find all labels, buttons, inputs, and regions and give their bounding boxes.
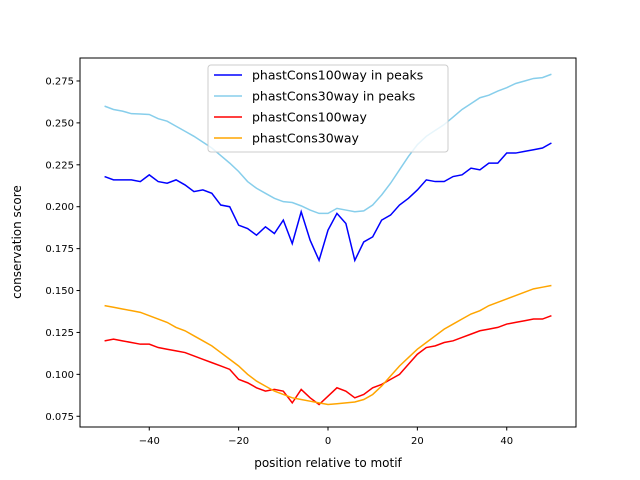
series-line-0 (104, 142, 552, 263)
y-axis-label: conservation score (10, 185, 24, 299)
y-tick-label: 0.125 (45, 328, 74, 339)
legend-label: phastCons30way (252, 131, 360, 146)
x-axis-label: position relative to motif (254, 456, 402, 470)
y-tick-label: 0.225 (45, 160, 74, 171)
x-tick-label: −40 (139, 436, 160, 447)
y-tick-label: 0.250 (45, 118, 74, 129)
legend: phastCons100way in peaks phastCons30way i… (207, 64, 449, 153)
x-tick-label: −20 (228, 436, 249, 447)
x-tick-label: 20 (411, 436, 424, 447)
y-tick-label: 0.275 (45, 76, 74, 87)
legend-label: phastCons30way in peaks (252, 89, 415, 104)
series-line-1 (104, 73, 552, 215)
y-tick-label: 0.075 (45, 412, 74, 423)
y-tick-label: 0.175 (45, 244, 74, 255)
legend-label: phastCons100way (252, 110, 367, 125)
y-tick-label: 0.100 (45, 370, 74, 381)
legend-label: phastCons100way in peaks (252, 68, 423, 83)
series-line-2 (104, 314, 552, 406)
x-tick-label: 0 (325, 436, 331, 447)
series-line-3 (104, 284, 552, 406)
y-tick-label: 0.150 (45, 286, 74, 297)
y-tick-label: 0.200 (45, 202, 74, 213)
x-tick-label: 40 (500, 436, 513, 447)
